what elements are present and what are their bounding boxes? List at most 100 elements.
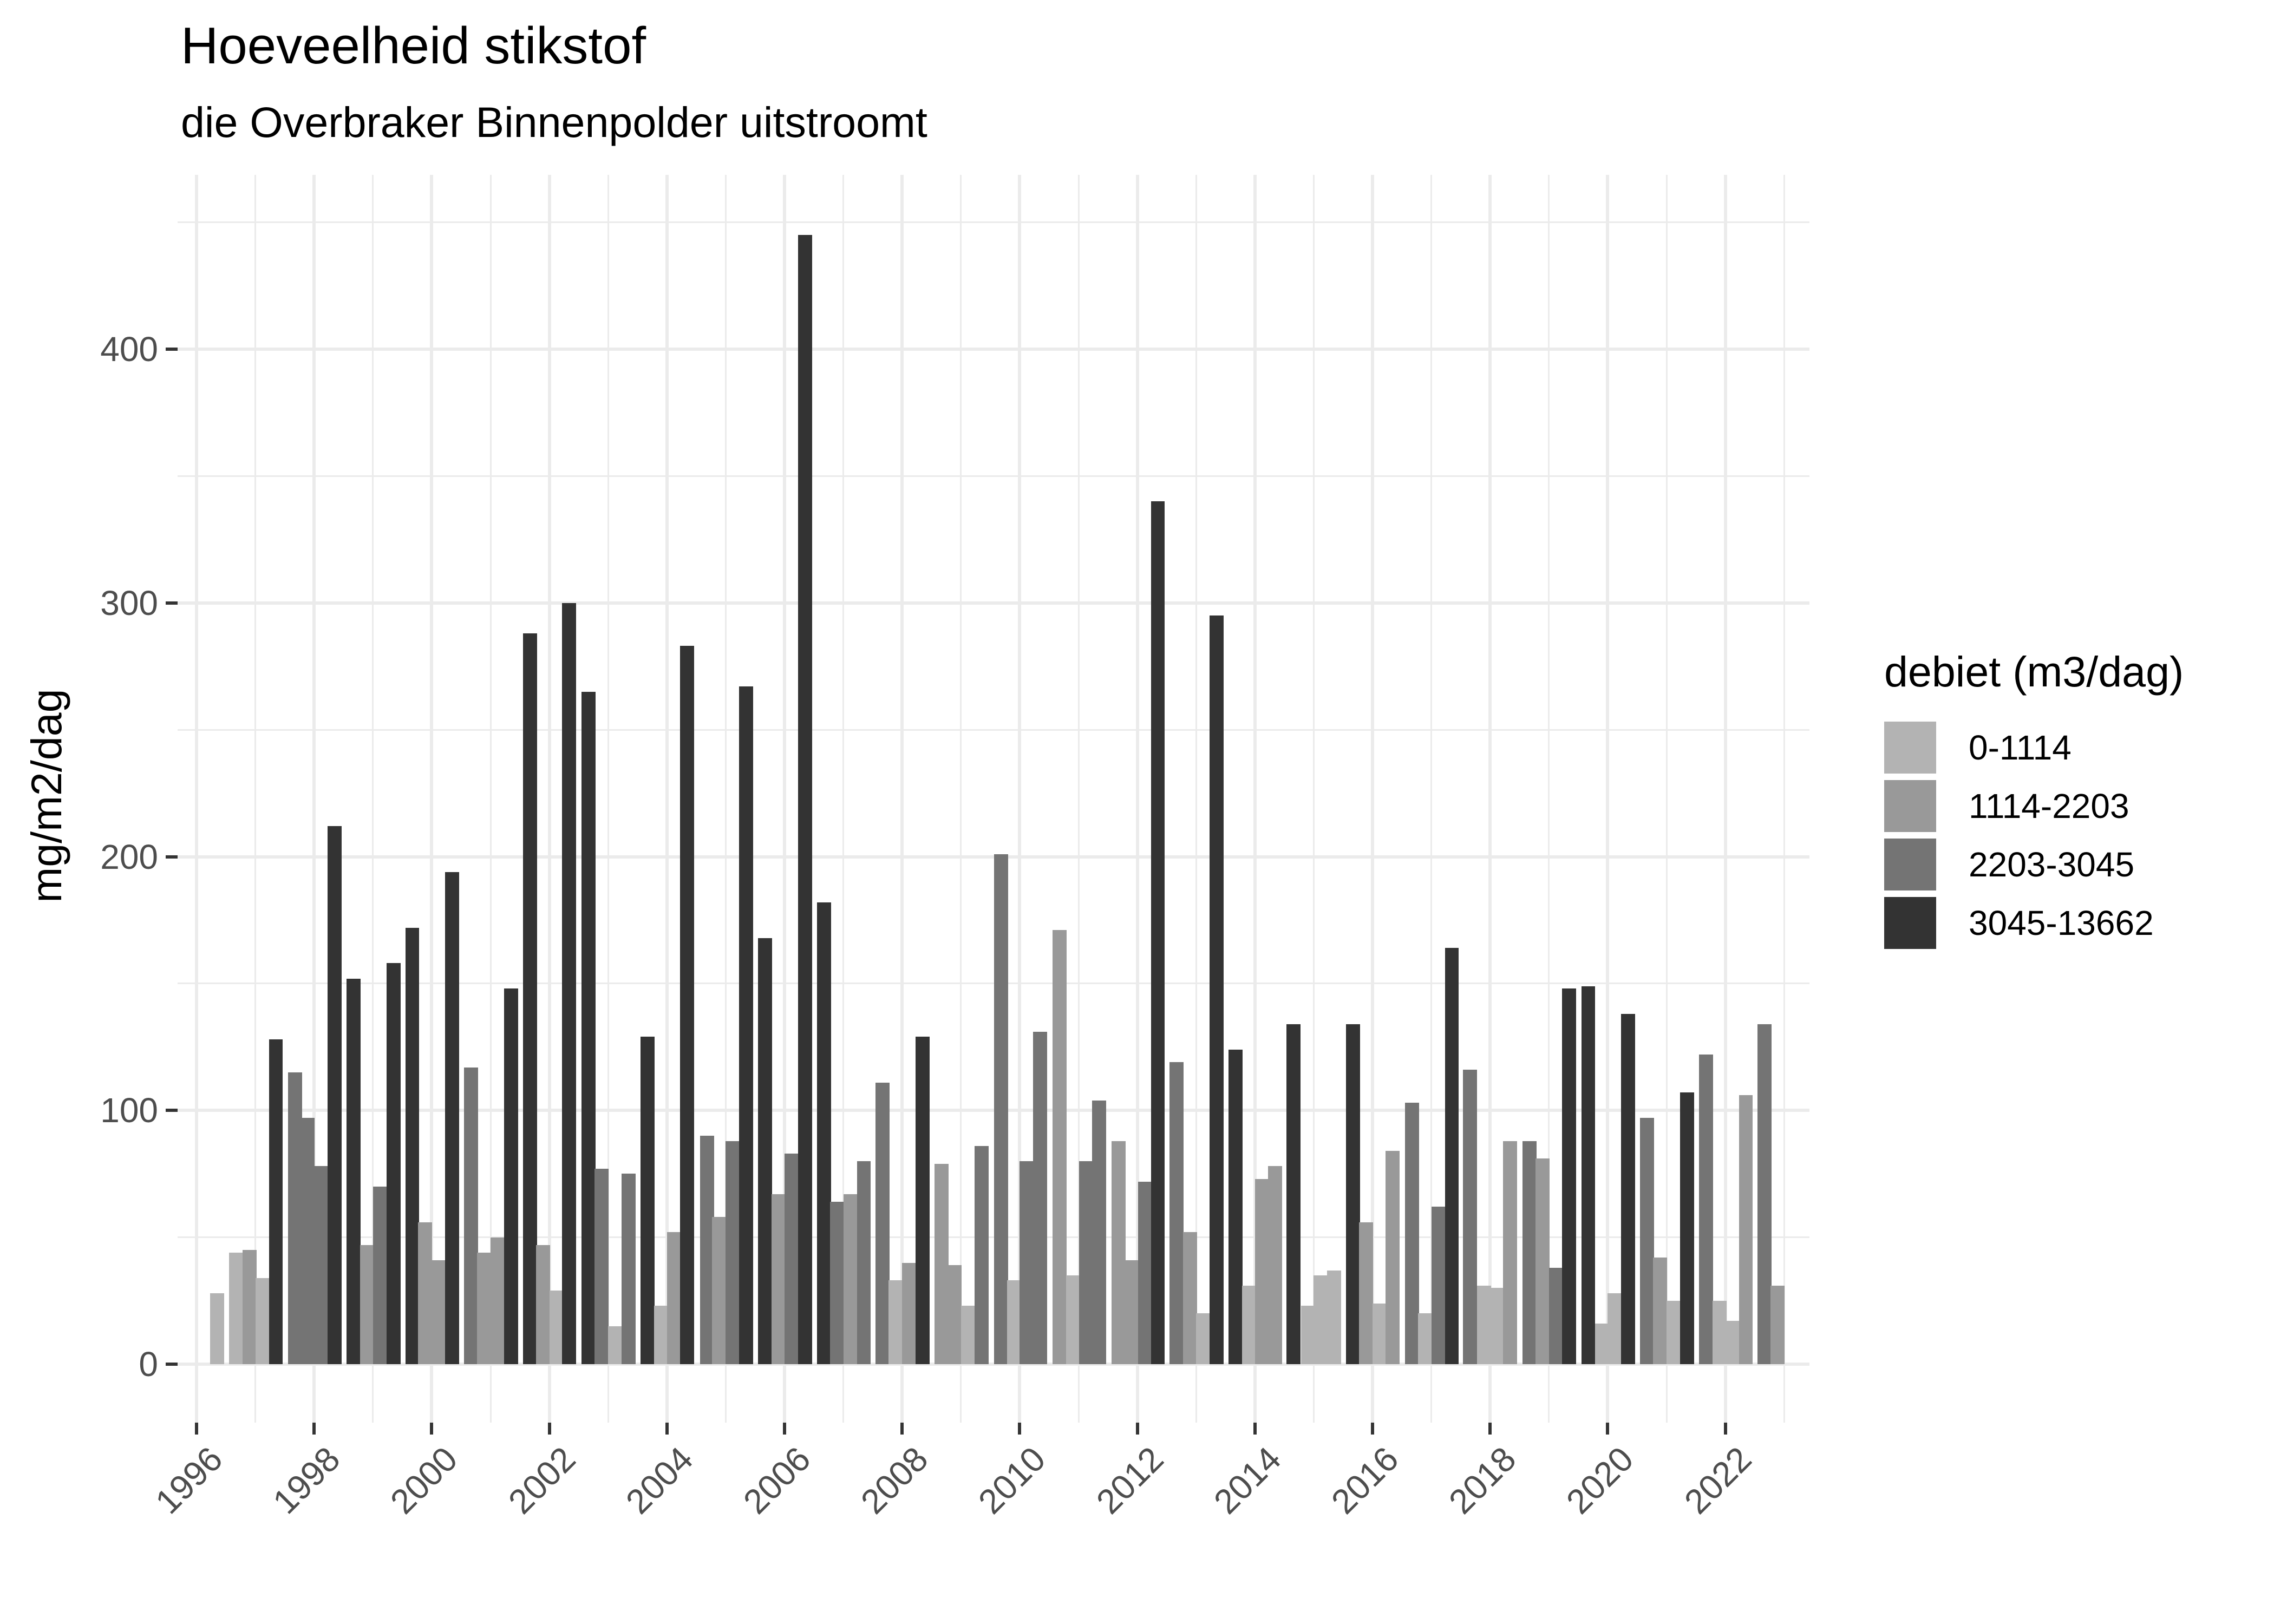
bar [726, 1141, 740, 1364]
bar [1254, 1178, 1269, 1364]
bar [1007, 1280, 1021, 1364]
x-tick [1135, 1423, 1139, 1435]
legend-title: debiet (m3/dag) [1884, 647, 2184, 696]
bar [1404, 1103, 1419, 1364]
x-tick-label: 2022 [1676, 1439, 1759, 1522]
bar [464, 1067, 479, 1364]
bar [269, 1039, 283, 1364]
legend-swatch [1884, 897, 1936, 949]
bar [666, 1232, 681, 1364]
y-tick [166, 855, 178, 859]
bar [373, 1186, 387, 1364]
bar [549, 1291, 564, 1364]
bar [888, 1280, 903, 1364]
legend-label: 0-1114 [1969, 728, 2072, 767]
legend-swatch [1884, 839, 1936, 890]
bar [875, 1082, 890, 1364]
bar [1267, 1166, 1282, 1364]
chart-title: Hoeveelheid stikstof [181, 17, 646, 75]
bar [288, 1072, 303, 1364]
bar [1124, 1260, 1139, 1364]
bar [328, 826, 342, 1364]
x-tick-label: 2004 [618, 1439, 701, 1522]
x-tick [1253, 1423, 1257, 1435]
gridline-minor [1195, 175, 1197, 1423]
gridline-major [195, 175, 198, 1423]
gridline-minor [178, 221, 1809, 224]
bar [857, 1161, 871, 1364]
bar [1228, 1049, 1243, 1364]
x-tick-label: 2012 [1088, 1439, 1171, 1522]
x-tick [1018, 1423, 1022, 1435]
gridline-major [178, 601, 1809, 605]
bar [994, 854, 1008, 1364]
bar [640, 1037, 655, 1364]
bar [829, 1202, 844, 1364]
bar [1346, 1024, 1361, 1364]
bar [1698, 1055, 1713, 1364]
y-tick [166, 1363, 178, 1366]
gridline-minor [178, 475, 1809, 477]
bar [916, 1037, 930, 1364]
bar [960, 1306, 975, 1364]
bar [1561, 988, 1576, 1364]
bar [432, 1260, 446, 1364]
bar [1301, 1306, 1315, 1364]
y-tick-label: 400 [100, 330, 158, 369]
bar [1463, 1070, 1478, 1364]
legend-item-0-1114: 0-1114 [1884, 718, 2184, 777]
x-tick-label: 2016 [1324, 1439, 1406, 1522]
bar [1445, 948, 1459, 1364]
bar [622, 1174, 636, 1364]
gridline-major [1018, 175, 1022, 1423]
gridline-minor [960, 175, 962, 1423]
gridline-major [1371, 175, 1374, 1423]
bar [1522, 1141, 1537, 1364]
x-tick [783, 1423, 786, 1435]
gridline-minor [178, 983, 1809, 985]
y-tick [166, 348, 178, 351]
legend-label: 3045-13662 [1969, 903, 2154, 942]
x-tick [1488, 1423, 1492, 1435]
bar [562, 603, 577, 1364]
bar [798, 235, 812, 1364]
bar [228, 1252, 243, 1364]
x-tick [900, 1423, 904, 1435]
legend-item-2203-3045: 2203-3045 [1884, 835, 2184, 894]
bar [1079, 1161, 1093, 1364]
gridline-major [1723, 175, 1727, 1423]
bar [360, 1245, 374, 1364]
bar [445, 872, 460, 1364]
bar [934, 1163, 949, 1364]
x-tick-label: 2008 [853, 1439, 936, 1522]
gridline-major [1488, 175, 1492, 1423]
x-tick [665, 1423, 669, 1435]
y-tick-label: 0 [139, 1345, 158, 1384]
bar [405, 927, 420, 1364]
gridline-minor [607, 175, 609, 1423]
x-tick-label: 2018 [1441, 1439, 1524, 1522]
bar [843, 1194, 858, 1364]
bar [581, 691, 596, 1364]
gridline-minor [1430, 175, 1433, 1423]
bar [1327, 1270, 1342, 1364]
bar [1210, 615, 1224, 1364]
bar [1373, 1303, 1387, 1364]
x-tick-label: 2000 [383, 1439, 466, 1522]
x-tick [1606, 1423, 1610, 1435]
gridline-major [178, 1363, 1809, 1366]
gridline-major [178, 1109, 1809, 1112]
bar [242, 1250, 257, 1364]
y-tick [166, 601, 178, 605]
bar [1712, 1300, 1727, 1364]
bar [1770, 1285, 1785, 1364]
bar [654, 1306, 668, 1364]
bar [1092, 1100, 1106, 1364]
bar [608, 1326, 623, 1364]
gridline-minor [178, 1236, 1809, 1239]
bar [679, 646, 694, 1364]
bar [1183, 1232, 1198, 1364]
bar [1640, 1118, 1655, 1364]
bar [1548, 1267, 1563, 1364]
gridline-minor [724, 175, 727, 1423]
